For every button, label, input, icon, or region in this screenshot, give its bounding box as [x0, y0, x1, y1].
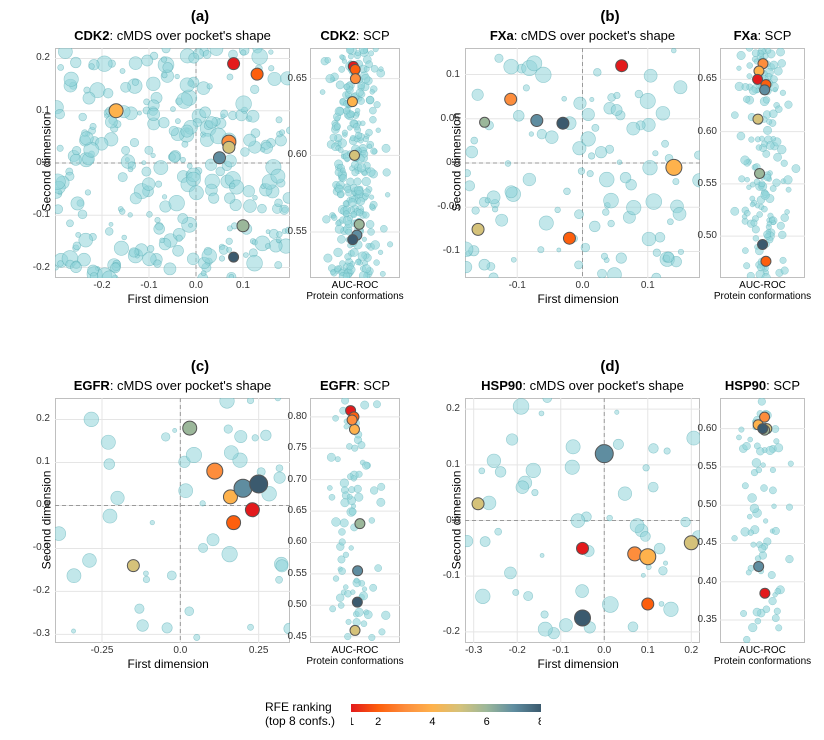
legend-title: RFE ranking(top 8 confs.)	[265, 700, 335, 728]
ytick: 0.1	[20, 456, 50, 467]
ytick: 0.05	[430, 113, 460, 124]
scp-ytick: 0.60	[280, 149, 307, 160]
scp-ytick: 0.65	[280, 73, 307, 84]
ytick: -0.05	[430, 201, 460, 212]
ytick: 0.0	[20, 499, 50, 510]
scp-ytick: 0.60	[690, 126, 717, 137]
scp-xlabel: AUC-ROCProtein conformations	[710, 645, 815, 667]
panel-label-c: (c)	[185, 358, 215, 375]
svg-text:4: 4	[429, 716, 435, 727]
scp-ytick: 0.55	[280, 568, 307, 579]
scp-c	[310, 398, 400, 643]
xtick: 0.2	[676, 645, 706, 656]
scp-ytick: 0.40	[690, 576, 717, 587]
scp-ytick: 0.65	[280, 505, 307, 516]
main-title-c: EGFR: cMDS over pocket's shape	[55, 378, 290, 393]
ylabel: Second dimension	[39, 470, 53, 569]
svg-text:2: 2	[375, 716, 381, 727]
scp-ytick: 0.75	[280, 442, 307, 453]
xtick: -0.3	[459, 645, 489, 656]
xtick: -0.1	[502, 280, 532, 291]
ytick: -0.2	[20, 585, 50, 596]
xtick: 0.25	[244, 645, 274, 656]
xtick: -0.2	[502, 645, 532, 656]
scatter-a	[55, 48, 290, 278]
scp-ytick: 0.45	[280, 631, 307, 642]
scatter-c	[55, 398, 290, 643]
xtick: 0.0	[181, 280, 211, 291]
scp-ytick: 0.55	[690, 461, 717, 472]
scp-a	[310, 48, 400, 278]
xtick: -0.25	[87, 645, 117, 656]
ytick: -0.1	[20, 209, 50, 220]
scp-ytick: 0.60	[280, 536, 307, 547]
xlabel: First dimension	[538, 292, 619, 306]
main-title-d: HSP90: cMDS over pocket's shape	[465, 378, 700, 393]
panel-label-d: (d)	[595, 358, 625, 375]
xtick: -0.1	[134, 280, 164, 291]
ytick: 0.1	[430, 459, 460, 470]
xtick: -0.2	[87, 280, 117, 291]
scp-ytick: 0.50	[690, 499, 717, 510]
xtick: 0.1	[633, 280, 663, 291]
scp-ytick: 0.65	[690, 73, 717, 84]
xtick: -0.1	[546, 645, 576, 656]
ytick: 0.2	[20, 52, 50, 63]
figure-root: (a) CDK2: cMDS over pocket's shape CDK2: S…	[0, 0, 824, 740]
scp-title-a: CDK2: SCP	[310, 28, 400, 43]
ytick: 0.1	[20, 105, 50, 116]
ytick: 0.2	[20, 413, 50, 424]
scp-title-b: FXa: SCP	[720, 28, 805, 43]
xtick: 0.0	[568, 280, 598, 291]
scp-b	[720, 48, 805, 278]
scp-ytick: 0.55	[690, 178, 717, 189]
scp-title-c: EGFR: SCP	[310, 378, 400, 393]
ytick: 0.0	[430, 157, 460, 168]
ytick: 0.0	[20, 157, 50, 168]
scp-ytick: 0.50	[280, 599, 307, 610]
ytick: 0.1	[430, 69, 460, 80]
main-title-b: FXa: cMDS over pocket's shape	[465, 28, 700, 43]
xtick: 0.0	[165, 645, 195, 656]
xtick: 0.0	[589, 645, 619, 656]
ytick: -0.2	[430, 626, 460, 637]
scp-ytick: 0.55	[280, 226, 307, 237]
ytick: 0.0	[430, 515, 460, 526]
scatter-d	[465, 398, 700, 643]
scp-title-d: HSP90: SCP	[720, 378, 805, 393]
ytick: -0.1	[430, 570, 460, 581]
ytick: -0.1	[430, 245, 460, 256]
scp-ytick: 0.35	[690, 614, 717, 625]
scp-ytick: 0.80	[280, 411, 307, 422]
xlabel: First dimension	[128, 292, 209, 306]
legend-rfe: RFE ranking(top 8 confs.) 1 2 4 6 8	[265, 700, 541, 728]
svg-text:1: 1	[351, 716, 354, 727]
scatter-b	[465, 48, 700, 278]
panel-label-a: (a)	[185, 8, 215, 25]
scp-ytick: 0.45	[690, 537, 717, 548]
ytick: -0.3	[20, 628, 50, 639]
scp-ytick: 0.50	[690, 230, 717, 241]
main-title-a: CDK2: cMDS over pocket's shape	[55, 28, 290, 43]
scp-xlabel: AUC-ROCProtein conformations	[300, 280, 410, 302]
scp-ytick: 0.60	[690, 423, 717, 434]
xtick: 0.1	[633, 645, 663, 656]
scp-xlabel: AUC-ROCProtein conformations	[710, 280, 815, 302]
svg-text:8: 8	[538, 716, 541, 727]
panel-label-b: (b)	[595, 8, 625, 25]
xlabel: First dimension	[128, 657, 209, 671]
ytick: -0.2	[20, 262, 50, 273]
scp-d	[720, 398, 805, 643]
scp-ytick: 0.70	[280, 474, 307, 485]
xtick: 0.1	[228, 280, 258, 291]
ytick: -0.1	[20, 542, 50, 553]
svg-text:6: 6	[484, 716, 490, 727]
ytick: 0.2	[430, 403, 460, 414]
xlabel: First dimension	[538, 657, 619, 671]
scp-xlabel: AUC-ROCProtein conformations	[300, 645, 410, 667]
